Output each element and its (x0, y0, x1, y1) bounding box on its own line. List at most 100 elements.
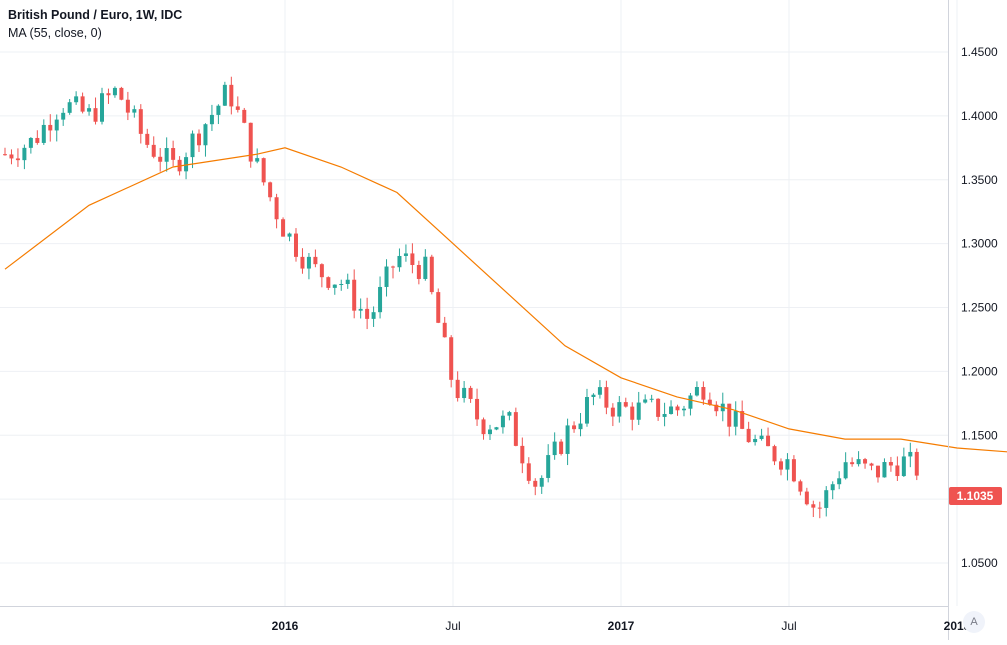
candle-body (255, 158, 260, 162)
time-tick-label: 2017 (608, 619, 635, 633)
candle-body (837, 478, 842, 485)
auto-scale-button[interactable]: A (963, 611, 985, 633)
candle-body (397, 255, 402, 268)
candle-body (87, 108, 92, 112)
candle-body (701, 387, 706, 400)
candle-body (707, 399, 712, 405)
candle-body (623, 402, 628, 407)
candle-body (274, 197, 279, 220)
time-tick-label: Jul (781, 619, 796, 633)
candle-body (875, 465, 880, 478)
candle-body (882, 462, 887, 478)
candle-body (766, 435, 771, 447)
candle-body (914, 451, 919, 476)
candle-body (843, 462, 848, 479)
candle-body (390, 266, 395, 268)
candle-body (196, 133, 201, 146)
candle-body (15, 158, 20, 161)
candle-body (203, 124, 208, 146)
candle-body (423, 256, 428, 279)
candle-body (791, 459, 796, 482)
price-tick-label: 1.0500 (961, 556, 998, 570)
candle-body (365, 308, 370, 319)
candle-body (319, 264, 324, 278)
candle-body (714, 404, 719, 412)
candle-body (442, 322, 447, 338)
candle-body (358, 308, 363, 311)
time-axis[interactable]: 2016Jul2017Jul2018Jul201982020Jul (272, 619, 1007, 633)
candle-body (455, 379, 460, 399)
candle-body (559, 441, 564, 454)
candle-body (669, 406, 674, 415)
candle-body (578, 423, 583, 430)
candle-body (804, 491, 809, 505)
candle-body (229, 84, 234, 107)
ma-line (4, 147, 1007, 453)
candle-body (67, 102, 72, 113)
candle-body (22, 147, 27, 161)
price-tick-label: 1.3000 (961, 237, 998, 251)
candle-body (681, 408, 686, 411)
time-tick-label: 2016 (272, 619, 299, 633)
candle-body (546, 455, 551, 478)
candle-body (604, 387, 609, 408)
candle-body (617, 402, 622, 417)
candle-body (500, 415, 505, 428)
candle-body (429, 256, 434, 293)
candle-body (630, 406, 635, 420)
candle-body (694, 387, 699, 396)
candle-body (306, 256, 311, 269)
candle-body (300, 256, 305, 269)
price-tick-label: 1.2500 (961, 301, 998, 315)
candle-body (99, 93, 104, 122)
price-axis[interactable]: 1.4500 1.4000 1.3500 1.3000 1.2500 1.2000 1.15… (961, 45, 998, 570)
candle-body (649, 398, 654, 400)
candle-body (209, 114, 214, 125)
candle-body (733, 411, 738, 427)
candle-body (345, 279, 350, 285)
candle-body (132, 109, 137, 113)
candle-body (785, 459, 790, 470)
candle-body (901, 456, 906, 477)
candle-body (449, 337, 454, 380)
candle-body (636, 402, 641, 420)
candle-body (746, 428, 751, 443)
price-tick-label: 1.4500 (961, 45, 998, 59)
candle-body (158, 156, 163, 162)
candle-body (339, 284, 344, 286)
candle-body (597, 387, 602, 395)
candle-body (332, 284, 337, 288)
candle-body (293, 233, 298, 257)
candle-body (817, 507, 822, 509)
candle-body (888, 462, 893, 466)
candle-body (662, 414, 667, 417)
candle-body (41, 124, 46, 143)
candle-body (513, 412, 518, 446)
candle-body (112, 87, 117, 96)
candle-body (740, 411, 745, 429)
candle-body (80, 96, 85, 112)
candle-body (895, 465, 900, 477)
candle-body (811, 504, 816, 508)
symbol-title[interactable]: British Pound / Euro, 1W, IDC (8, 8, 183, 22)
candle-body (675, 406, 680, 411)
candle-body (565, 425, 570, 454)
candle-body (164, 148, 169, 162)
ma-indicator-label[interactable]: MA (55, close, 0) (8, 26, 102, 40)
candle-body (526, 463, 531, 481)
candle-body (190, 133, 195, 158)
candle-body (222, 84, 227, 106)
candle-body (106, 93, 111, 96)
candle-body (410, 253, 415, 265)
candles (3, 76, 919, 519)
candle-body (261, 158, 266, 183)
chart-legend: British Pound / Euro, 1W, IDC MA (55, cl… (8, 6, 182, 42)
candle-body (688, 395, 693, 409)
candle-body (481, 419, 486, 435)
candle-body (462, 387, 467, 399)
candle-body (145, 133, 150, 145)
candle-body (151, 144, 156, 157)
candle-body (93, 108, 98, 122)
